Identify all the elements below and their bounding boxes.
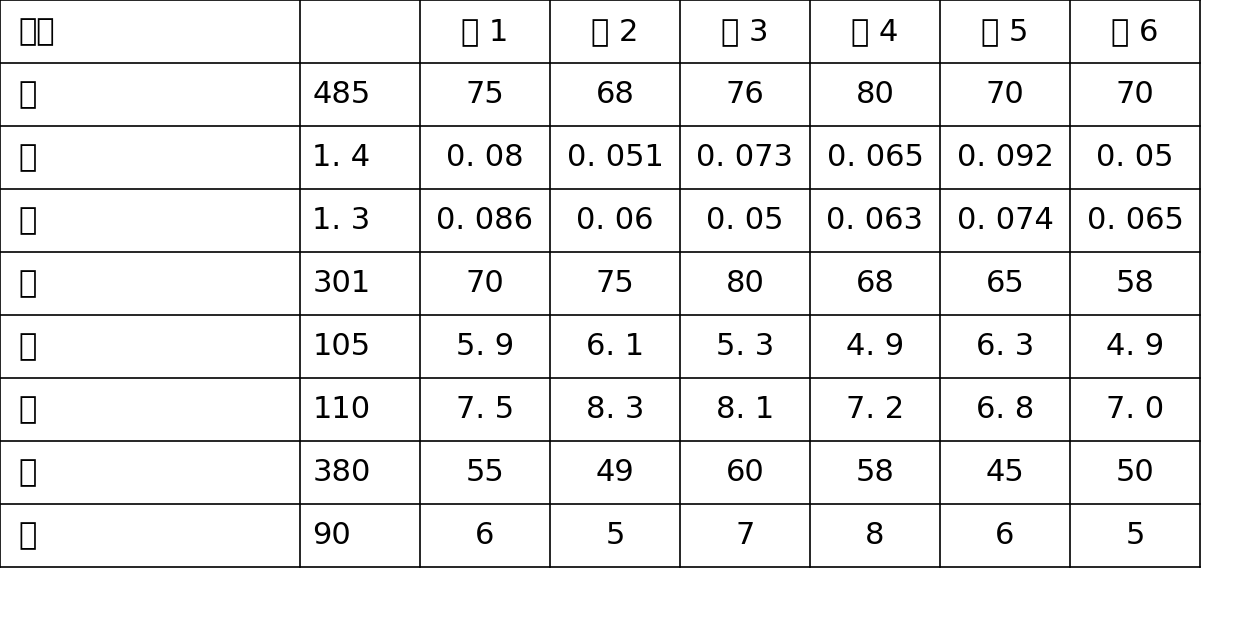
Text: 68: 68 [595,80,635,109]
Text: 例 3: 例 3 [722,17,769,46]
Text: 5: 5 [1126,521,1145,550]
Text: 4. 9: 4. 9 [1106,332,1164,361]
Text: 6: 6 [996,521,1014,550]
Text: 例 5: 例 5 [981,17,1029,46]
Text: 锄: 锄 [19,458,37,487]
Text: 铬: 铬 [19,80,37,109]
Text: 0. 065: 0. 065 [1086,206,1183,235]
Text: 0. 05: 0. 05 [707,206,784,235]
Text: 8. 1: 8. 1 [715,395,774,424]
Text: 7. 0: 7. 0 [1106,395,1164,424]
Text: 75: 75 [595,269,635,298]
Text: 1. 3: 1. 3 [312,206,371,235]
Text: 金属: 金属 [19,17,55,46]
Text: 70: 70 [466,269,505,298]
Text: 49: 49 [595,458,635,487]
Text: 70: 70 [1116,80,1154,109]
Text: 6: 6 [475,521,495,550]
Text: 1. 4: 1. 4 [312,143,371,172]
Text: 4. 9: 4. 9 [846,332,904,361]
Text: 8: 8 [866,521,885,550]
Text: 7. 2: 7. 2 [846,395,904,424]
Text: 485: 485 [312,80,371,109]
Text: 6. 3: 6. 3 [976,332,1034,361]
Text: 76: 76 [725,80,764,109]
Text: 301: 301 [312,269,371,298]
Text: 7. 5: 7. 5 [456,395,515,424]
Text: 65: 65 [986,269,1024,298]
Text: 0. 092: 0. 092 [956,143,1054,172]
Text: 7: 7 [735,521,755,550]
Text: 6. 8: 6. 8 [976,395,1034,424]
Text: 镟: 镟 [19,143,37,172]
Text: 60: 60 [725,458,764,487]
Text: 0. 08: 0. 08 [446,143,523,172]
Text: 例 4: 例 4 [852,17,899,46]
Text: 90: 90 [312,521,351,550]
Text: 5. 9: 5. 9 [456,332,515,361]
Text: 105: 105 [312,332,371,361]
Text: 铅: 铅 [19,269,37,298]
Text: 例 1: 例 1 [461,17,508,46]
Text: 0. 073: 0. 073 [697,143,794,172]
Text: 0. 065: 0. 065 [827,143,924,172]
Text: 5: 5 [605,521,625,550]
Text: 镁: 镁 [19,395,37,424]
Text: 汞: 汞 [19,206,37,235]
Text: 8. 3: 8. 3 [585,395,645,424]
Text: 0. 086: 0. 086 [436,206,533,235]
Text: 0. 063: 0. 063 [827,206,924,235]
Text: 例 6: 例 6 [1111,17,1158,46]
Text: 0. 051: 0. 051 [567,143,663,172]
Text: 45: 45 [986,458,1024,487]
Text: 380: 380 [312,458,371,487]
Text: 铜: 铜 [19,521,37,550]
Text: 75: 75 [466,80,505,109]
Text: 例 2: 例 2 [591,17,639,46]
Text: 58: 58 [1116,269,1154,298]
Text: 70: 70 [986,80,1024,109]
Text: 50: 50 [1116,458,1154,487]
Text: 80: 80 [856,80,894,109]
Text: 6. 1: 6. 1 [587,332,644,361]
Text: 0. 074: 0. 074 [956,206,1054,235]
Text: 5. 3: 5. 3 [715,332,774,361]
Text: 0. 05: 0. 05 [1096,143,1174,172]
Text: 0. 06: 0. 06 [577,206,653,235]
Text: 68: 68 [856,269,894,298]
Text: 硃: 硃 [19,332,37,361]
Text: 55: 55 [466,458,505,487]
Text: 110: 110 [312,395,371,424]
Text: 58: 58 [856,458,894,487]
Text: 80: 80 [725,269,764,298]
